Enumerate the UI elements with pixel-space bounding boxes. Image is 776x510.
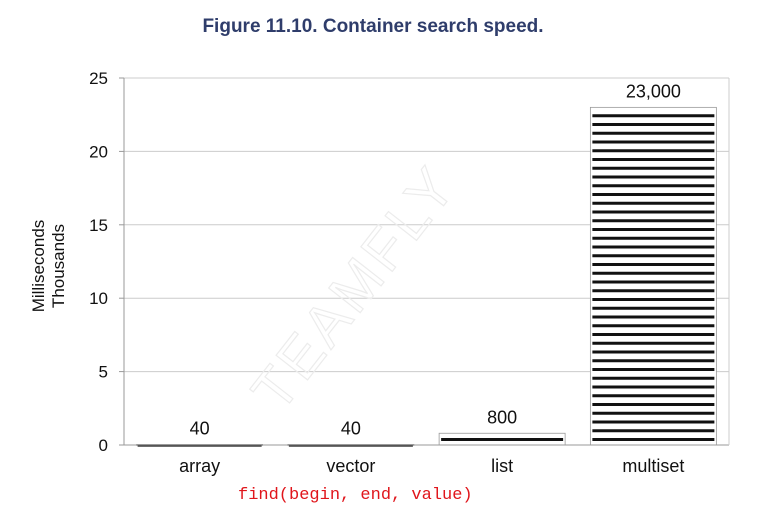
x-tick-label: vector — [326, 456, 375, 476]
bar-stripe — [592, 306, 715, 310]
x-tick-label: array — [179, 456, 220, 476]
bar-stripe — [592, 254, 715, 258]
bar-stripe — [592, 385, 715, 389]
data-label: 40 — [341, 418, 361, 438]
bar-stripe — [592, 394, 715, 398]
y-tick-label: 20 — [89, 142, 108, 161]
bar-stripe — [592, 280, 715, 284]
bar-stripe — [592, 411, 715, 415]
bar-stripe — [592, 368, 715, 371]
bar-stripe — [592, 271, 715, 275]
bar-stripe — [592, 403, 715, 406]
bar-stripe — [592, 158, 715, 161]
bar-stripe — [592, 420, 715, 424]
bar-stripe — [592, 123, 715, 126]
watermark: TEAMFLY — [239, 153, 471, 424]
bar-stripe — [592, 131, 715, 135]
bar-stripe — [592, 315, 715, 319]
bar-stripe — [592, 438, 715, 441]
y-tick-label: 15 — [89, 216, 108, 235]
y-axis-title-line: Thousands — [49, 224, 68, 308]
bar-stripe — [592, 210, 715, 214]
bar-stripe — [592, 376, 715, 380]
y-tick-label: 10 — [89, 289, 108, 308]
x-tick-label: list — [491, 456, 513, 476]
y-axis-title-line: Milliseconds — [29, 220, 48, 313]
bar-stripe — [592, 219, 715, 223]
bar-stripe — [592, 324, 715, 328]
bar-fill — [288, 444, 413, 447]
data-label: 800 — [487, 407, 517, 427]
code-caption: find(begin, end, value) — [238, 486, 473, 505]
watermark-text: TEAMFLY — [239, 153, 469, 422]
bar-stripe — [592, 193, 715, 196]
x-tick-label: multiset — [622, 456, 684, 476]
bar-stripe — [592, 175, 715, 179]
y-tick-label: 5 — [99, 363, 108, 382]
bar-stripe — [592, 333, 715, 336]
bar-list — [438, 432, 566, 446]
chart-title: Figure 11.10. Container search speed. — [202, 16, 544, 37]
bar-stripe — [592, 429, 715, 433]
labels: 0 5 10 15 20 25 MillisecondsThousands 40 array 40… — [29, 69, 684, 476]
bar-stripe — [592, 245, 715, 249]
bar-stripe — [592, 184, 715, 188]
bar-multiset — [589, 106, 717, 446]
bar-stripe — [592, 166, 715, 170]
bar-stripe — [592, 228, 715, 231]
bar-stripe — [592, 263, 715, 266]
y-tick-label: 0 — [99, 436, 108, 455]
bar-stripe — [592, 140, 715, 144]
bar-stripe — [592, 350, 715, 354]
data-label: 40 — [190, 418, 210, 438]
bar-stripe — [592, 298, 715, 301]
bar-stripe — [592, 201, 715, 205]
bar-stripe — [592, 341, 715, 345]
data-label: 23,000 — [626, 81, 681, 101]
y-axis-title: MillisecondsThousands — [29, 220, 68, 313]
bar-stripe — [592, 236, 715, 240]
bars — [136, 106, 717, 447]
bar-stripe — [592, 149, 715, 153]
y-tick-label: 25 — [89, 69, 108, 88]
bar-stripe — [592, 114, 715, 118]
bar-outline — [589, 106, 717, 446]
bar-fill — [137, 444, 262, 447]
bar-stripe — [592, 289, 715, 293]
bar-stripe — [592, 359, 715, 363]
bar-stripe — [441, 438, 564, 441]
axes — [119, 77, 730, 446]
